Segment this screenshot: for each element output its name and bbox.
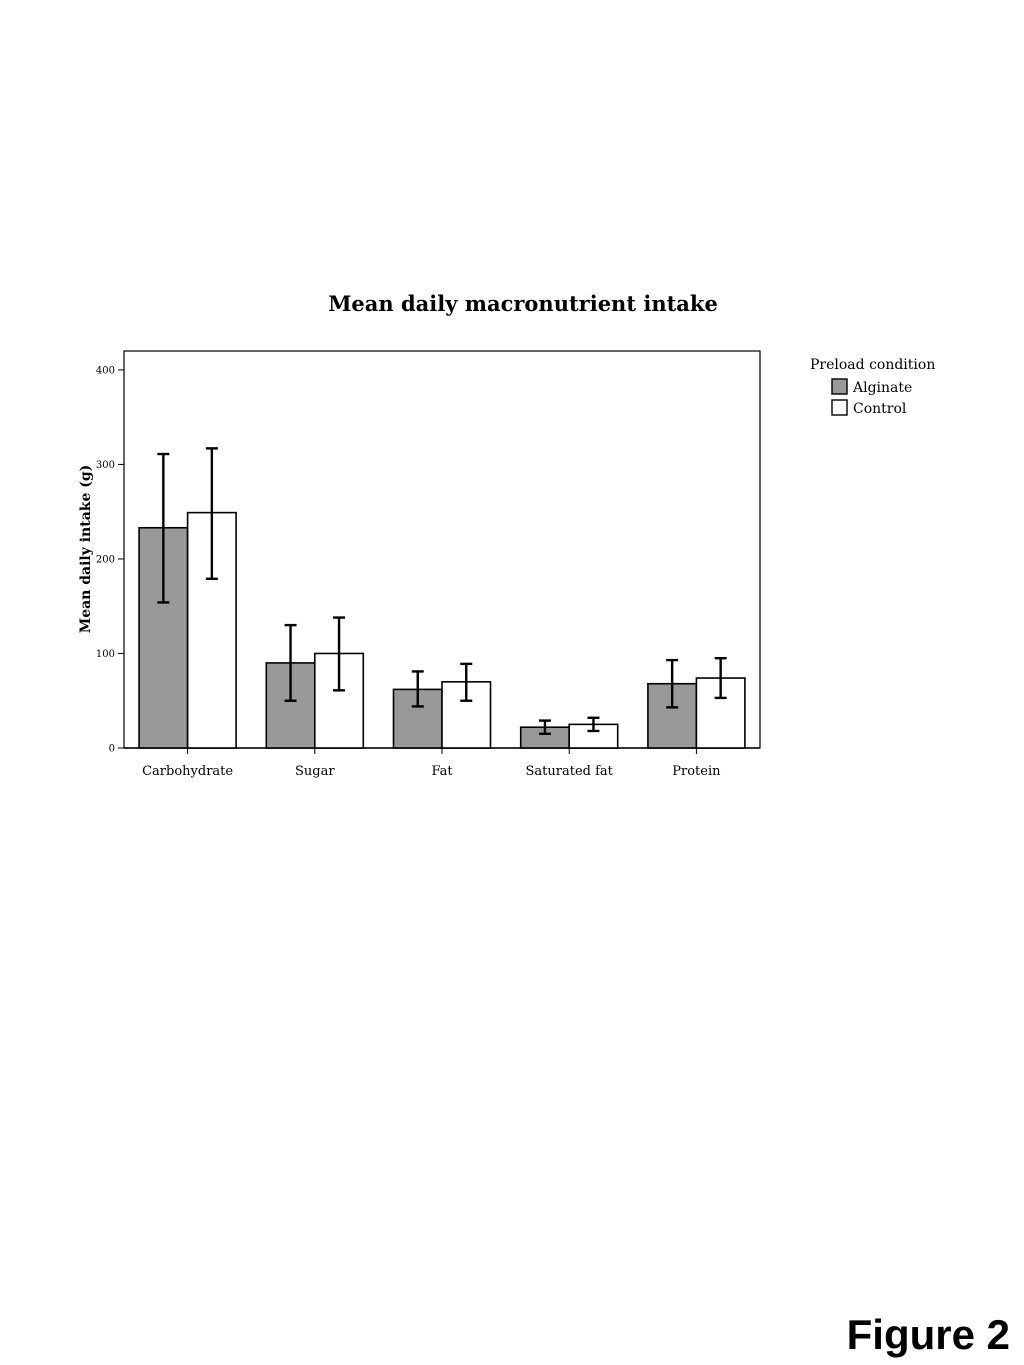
error-bars-group (157, 447, 727, 736)
x-tick-label: Sugar (295, 764, 335, 779)
bars-group (138, 511, 746, 749)
y-tick-label: 300 (96, 460, 115, 471)
legend-label-control: Control (853, 401, 907, 417)
legend-swatch-alginate (831, 378, 848, 395)
x-axis-ticks: Carbohydrate Sugar Fat Saturated fat Protein (142, 748, 721, 779)
y-axis-ticks: 0 100 200 300 400 (96, 365, 124, 755)
legend-items: Alginate Control (831, 378, 912, 417)
x-tick-label: Carbohydrate (142, 764, 233, 779)
x-tick-label: Fat (431, 764, 453, 779)
legend-title: Preload condition (810, 357, 935, 373)
legend: Preload condition Alginate Control (810, 357, 935, 417)
figure-caption: Figure 2 (846, 1311, 1010, 1358)
legend-label-alginate: Alginate (852, 380, 912, 396)
y-tick-label: 200 (96, 554, 115, 565)
bar-alginate-fat (392, 688, 443, 749)
legend-swatch-control (831, 399, 848, 416)
y-tick-label: 100 (96, 649, 115, 660)
y-axis-title: Mean daily intake (g) (78, 465, 94, 634)
y-tick-label: 0 (109, 744, 115, 755)
chart-title: Mean daily macronutrient intake (328, 291, 718, 316)
y-tick-label: 400 (96, 365, 115, 376)
x-tick-label: Saturated fat (526, 764, 614, 779)
bar-alginate-sugar (265, 662, 316, 749)
x-tick-label: Protein (672, 764, 721, 779)
